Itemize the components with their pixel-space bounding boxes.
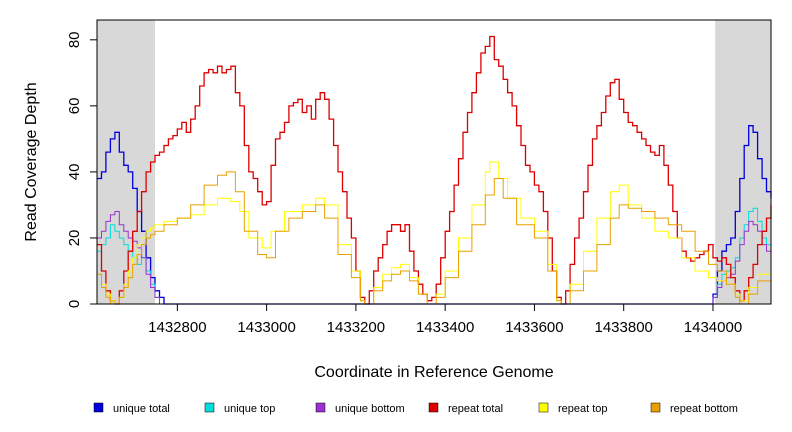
legend-swatch-unique-bottom <box>315 402 326 413</box>
legend-swatch-repeat-top <box>538 402 549 413</box>
legend-swatch-unique-total <box>93 402 104 413</box>
series-line-repeat-total <box>97 35 772 305</box>
series-line-unique-total <box>97 125 772 305</box>
legend-swatch-unique-top <box>204 402 215 413</box>
x-tick-label: 1433400 <box>416 319 474 336</box>
series-line-repeat-top <box>97 161 772 305</box>
x-tick-label: 1433800 <box>594 319 652 336</box>
x-tick-label: 1433000 <box>237 319 295 336</box>
y-tick-label: 20 <box>66 230 83 247</box>
x-axis-label: Coordinate in Reference Genome <box>314 364 553 381</box>
legend-label-repeat-top: repeat top <box>558 403 608 415</box>
y-tick-label: 40 <box>66 164 83 181</box>
series-lines <box>97 35 772 305</box>
y-tick-label: 0 <box>66 300 83 308</box>
x-tick-label: 1433200 <box>327 319 385 336</box>
y-tick-label: 60 <box>66 98 83 115</box>
series-line-repeat-bottom <box>97 171 772 305</box>
series-line-unique-top <box>97 207 772 305</box>
plot-frame <box>96 19 772 305</box>
series-line-unique-bottom <box>97 211 772 305</box>
x-tick-label: 1434000 <box>684 319 742 336</box>
legend: unique total unique top unique bottom repea… <box>93 402 738 415</box>
x-tick-label: 1433600 <box>505 319 563 336</box>
legend-label-unique-top: unique top <box>224 403 275 415</box>
y-axis: 0 20 40 60 80 <box>66 31 98 308</box>
x-axis: 1432800 1433000 1433200 1433400 1433600 14338… <box>148 303 742 336</box>
shaded-region-0 <box>97 20 156 304</box>
x-tick-label: 1432800 <box>148 319 206 336</box>
legend-label-repeat-bottom: repeat bottom <box>670 403 738 415</box>
legend-label-unique-bottom: unique bottom <box>335 403 405 415</box>
y-tick-label: 80 <box>66 31 83 48</box>
legend-label-repeat-total: repeat total <box>448 403 503 415</box>
y-axis-label: Read Coverage Depth <box>23 82 40 241</box>
legend-swatch-repeat-bottom <box>650 402 661 413</box>
legend-label-unique-total: unique total <box>113 403 170 415</box>
legend-swatch-repeat-total <box>428 402 439 413</box>
shaded-regions <box>97 20 771 304</box>
